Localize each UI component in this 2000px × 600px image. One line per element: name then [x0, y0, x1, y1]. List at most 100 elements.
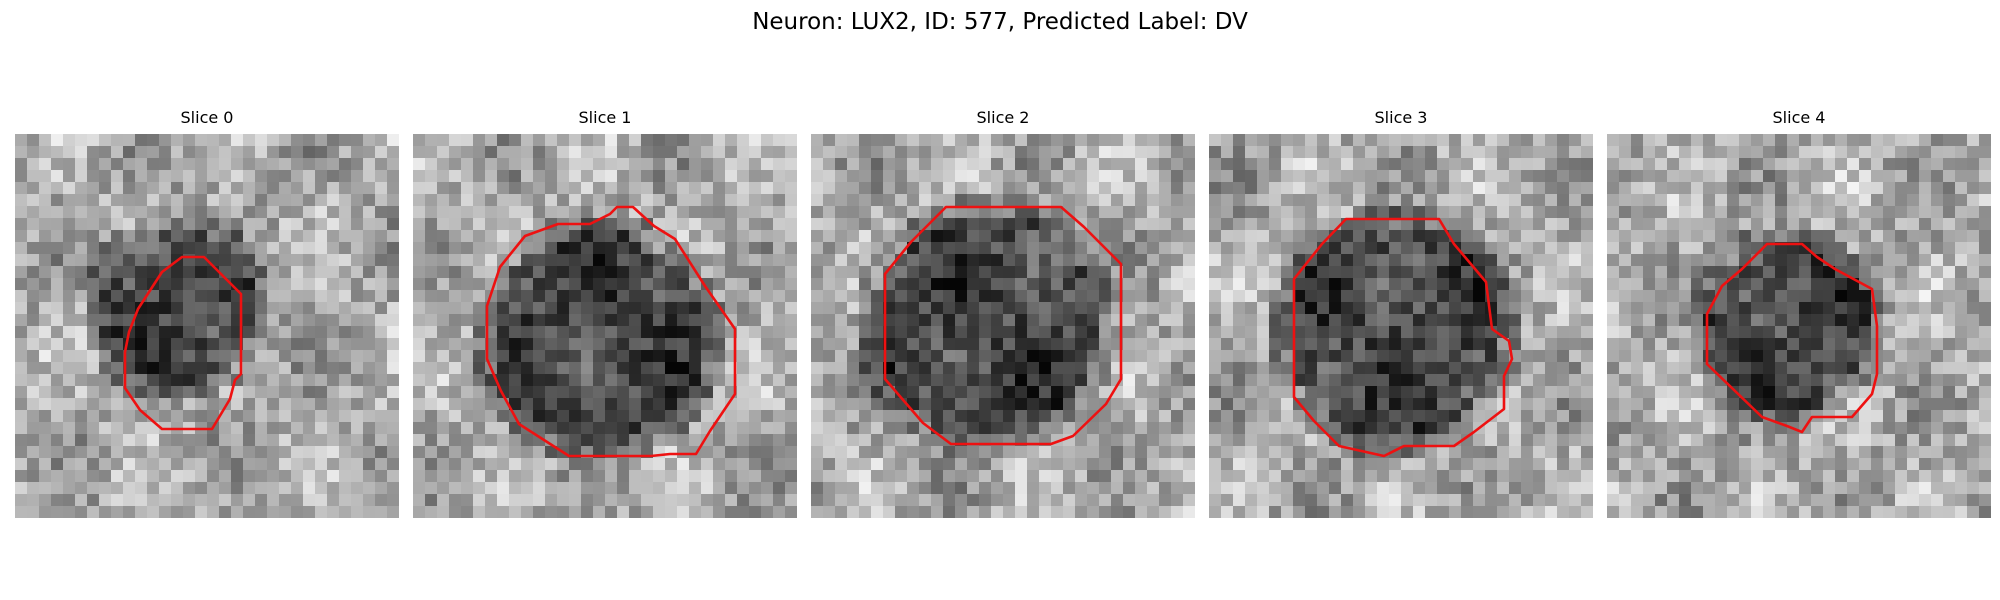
image-pixel — [87, 458, 99, 470]
image-pixel — [629, 326, 641, 338]
image-pixel — [1039, 290, 1051, 302]
image-pixel — [967, 134, 979, 146]
image-pixel — [27, 290, 39, 302]
image-pixel — [581, 338, 593, 350]
image-pixel — [351, 266, 363, 278]
image-pixel — [135, 434, 147, 446]
image-pixel — [1931, 398, 1943, 410]
image-pixel — [111, 170, 123, 182]
image-pixel — [701, 350, 713, 362]
image-pixel — [255, 266, 267, 278]
image-pixel — [1643, 434, 1655, 446]
image-pixel — [1485, 218, 1497, 230]
image-pixel — [437, 182, 449, 194]
image-pixel — [955, 182, 967, 194]
image-pixel — [569, 386, 581, 398]
image-pixel — [1581, 434, 1593, 446]
image-pixel — [991, 422, 1003, 434]
image-pixel — [231, 398, 243, 410]
image-pixel — [1557, 134, 1569, 146]
image-pixel — [1209, 266, 1221, 278]
image-pixel — [1257, 338, 1269, 350]
image-pixel — [195, 146, 207, 158]
image-pixel — [147, 314, 159, 326]
image-pixel — [1943, 266, 1955, 278]
image-pixel — [1631, 374, 1643, 386]
image-pixel — [51, 278, 63, 290]
image-pixel — [1269, 410, 1281, 422]
image-pixel — [15, 182, 27, 194]
image-pixel — [1763, 146, 1775, 158]
image-pixel — [255, 302, 267, 314]
image-pixel — [1365, 278, 1377, 290]
image-pixel — [713, 386, 725, 398]
image-pixel — [461, 254, 473, 266]
image-pixel — [1787, 266, 1799, 278]
image-pixel — [1317, 266, 1329, 278]
image-pixel — [195, 386, 207, 398]
image-pixel — [665, 170, 677, 182]
image-pixel — [1967, 254, 1979, 266]
image-pixel — [545, 374, 557, 386]
image-pixel — [15, 146, 27, 158]
image-pixel — [39, 398, 51, 410]
image-pixel — [303, 470, 315, 482]
image-pixel — [351, 146, 363, 158]
image-pixel — [713, 182, 725, 194]
image-pixel — [123, 410, 135, 422]
image-pixel — [1643, 146, 1655, 158]
image-pixel — [545, 350, 557, 362]
image-pixel — [1835, 374, 1847, 386]
image-pixel — [641, 146, 653, 158]
image-pixel — [219, 470, 231, 482]
image-pixel — [279, 146, 291, 158]
image-pixel — [1919, 134, 1931, 146]
image-pixel — [581, 422, 593, 434]
image-pixel — [557, 182, 569, 194]
image-pixel — [1763, 278, 1775, 290]
image-pixel — [907, 386, 919, 398]
image-pixel — [243, 242, 255, 254]
image-pixel — [967, 410, 979, 422]
image-pixel — [1281, 158, 1293, 170]
image-pixel — [593, 398, 605, 410]
image-pixel — [1159, 314, 1171, 326]
image-pixel — [991, 182, 1003, 194]
image-pixel — [1099, 374, 1111, 386]
image-pixel — [1413, 146, 1425, 158]
image-pixel — [63, 182, 75, 194]
image-pixel — [1377, 422, 1389, 434]
image-pixel — [1811, 434, 1823, 446]
image-pixel — [1183, 470, 1195, 482]
image-pixel — [159, 374, 171, 386]
image-pixel — [1631, 206, 1643, 218]
image-pixel — [1703, 206, 1715, 218]
image-pixel — [1221, 494, 1233, 506]
image-pixel — [1581, 446, 1593, 458]
image-pixel — [895, 146, 907, 158]
image-pixel — [1209, 134, 1221, 146]
image-pixel — [1569, 290, 1581, 302]
image-pixel — [1317, 374, 1329, 386]
image-pixel — [99, 134, 111, 146]
image-pixel — [1859, 230, 1871, 242]
image-pixel — [1281, 506, 1293, 518]
slice-title: Slice 4 — [1607, 108, 1991, 128]
image-pixel — [75, 362, 87, 374]
image-pixel — [1955, 158, 1967, 170]
image-pixel — [1365, 506, 1377, 518]
image-pixel — [1895, 386, 1907, 398]
image-pixel — [207, 230, 219, 242]
image-pixel — [521, 206, 533, 218]
image-pixel — [1799, 302, 1811, 314]
image-pixel — [135, 278, 147, 290]
image-pixel — [1135, 170, 1147, 182]
image-pixel — [1171, 230, 1183, 242]
image-pixel — [111, 470, 123, 482]
image-pixel — [967, 230, 979, 242]
image-pixel — [557, 434, 569, 446]
image-pixel — [111, 410, 123, 422]
image-pixel — [1847, 254, 1859, 266]
image-pixel — [773, 350, 785, 362]
image-pixel — [521, 434, 533, 446]
